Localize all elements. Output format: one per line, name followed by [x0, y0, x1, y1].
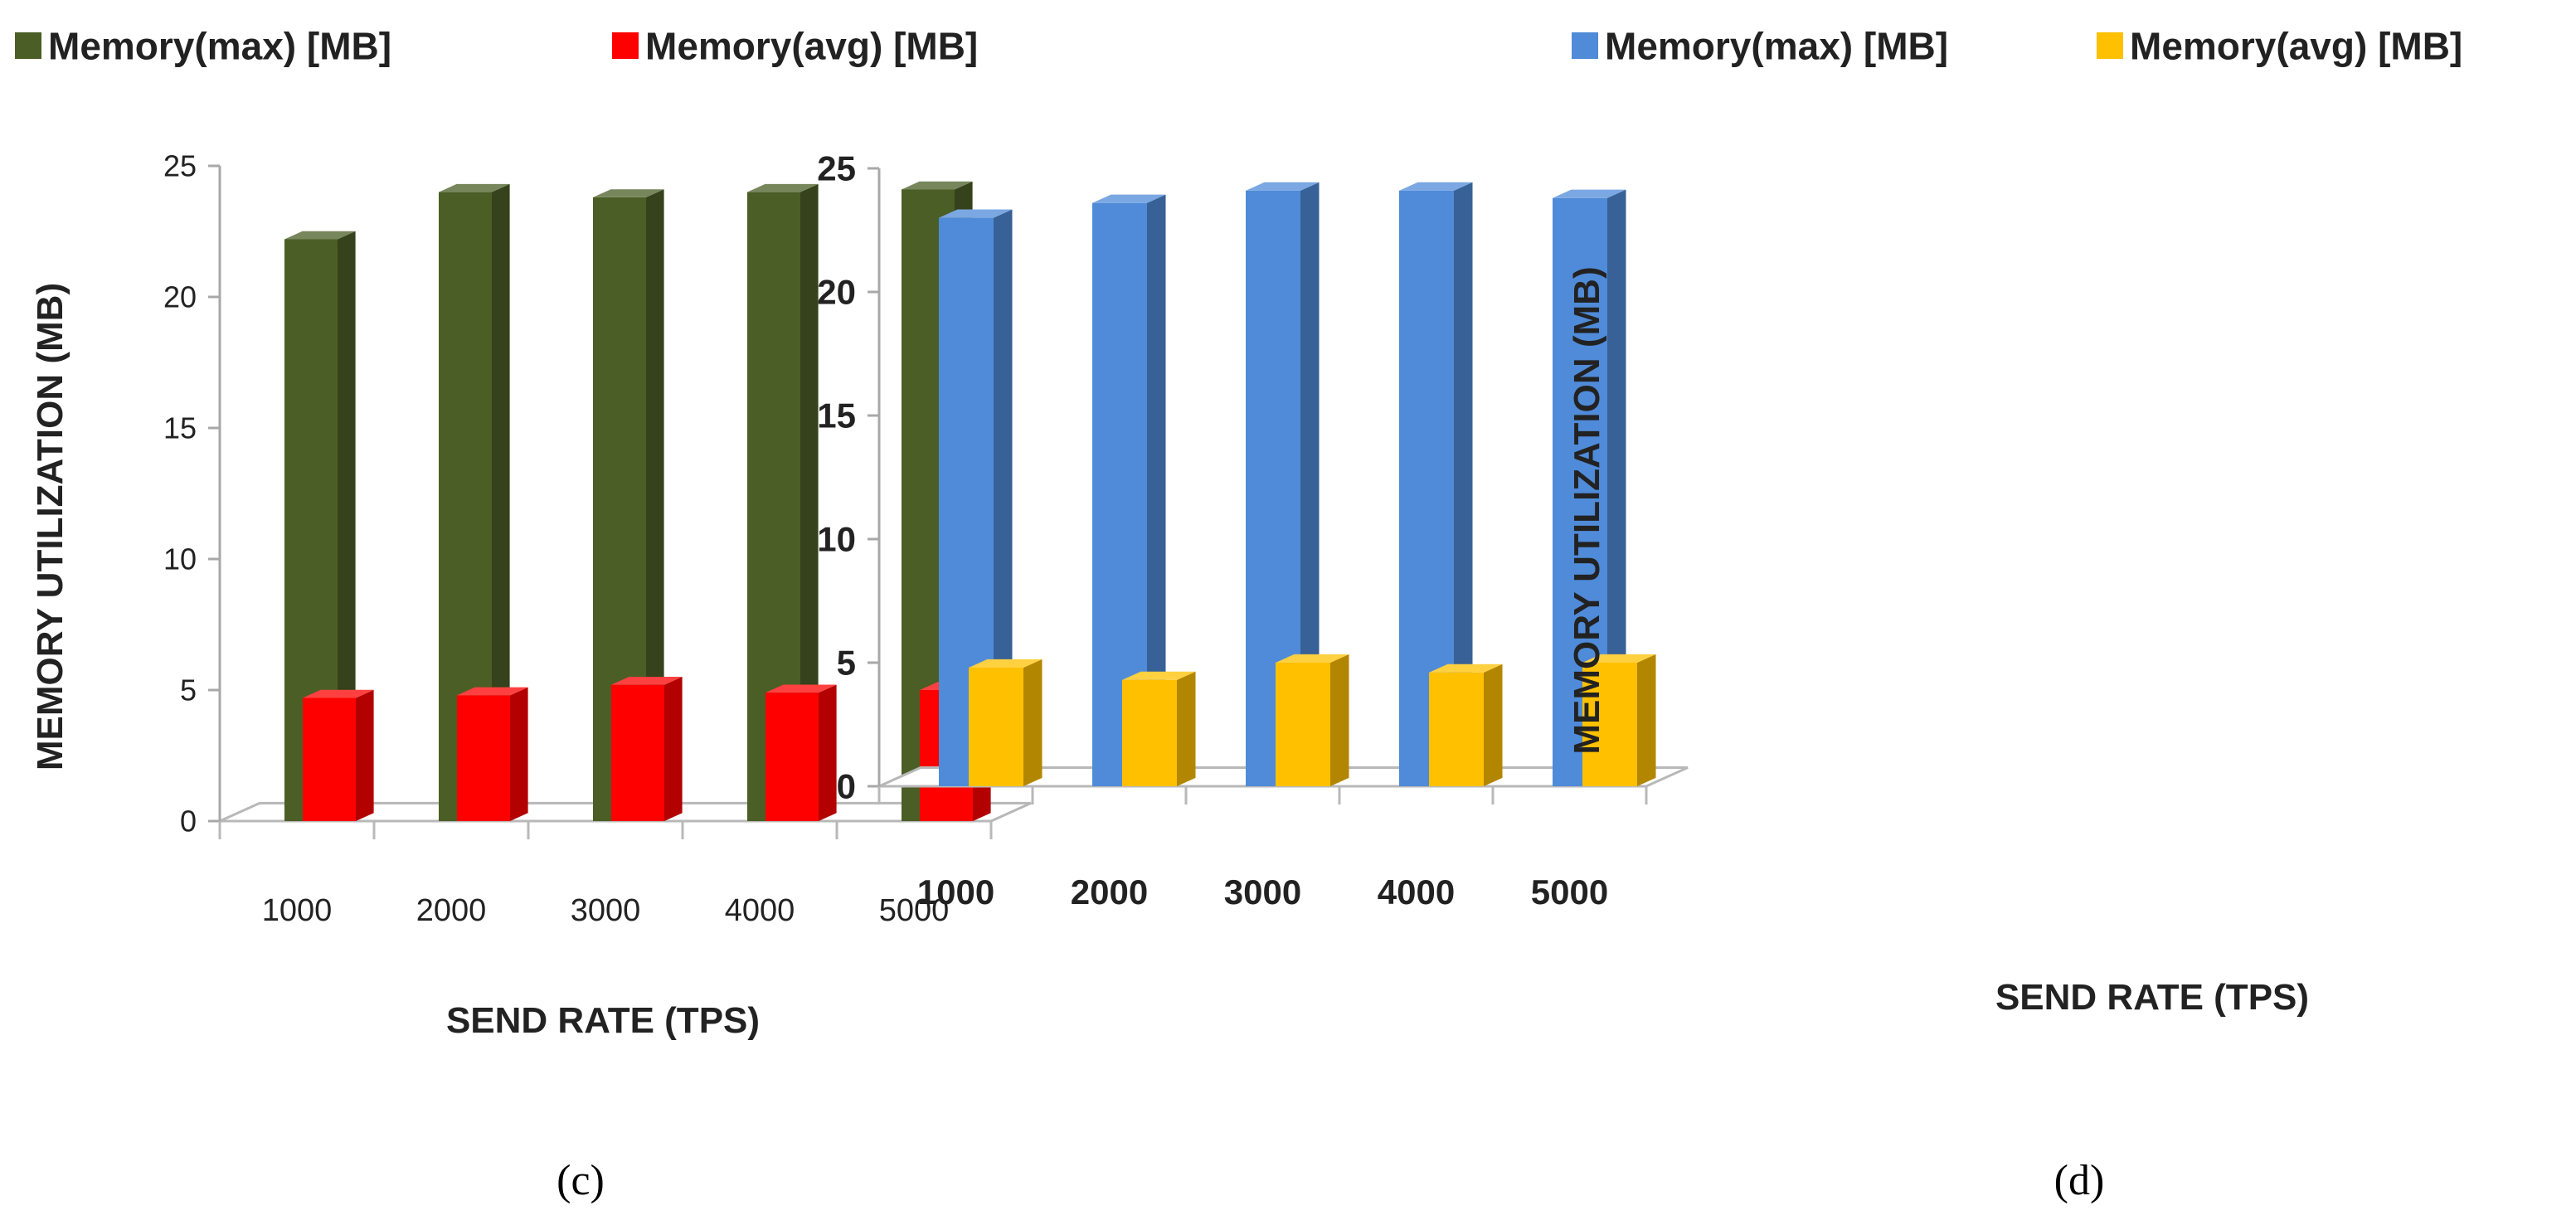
chart-panel-1: 0 5 10 15 20 25 1000 2000 3000 4000 5000 SEND RATE …	[817, 25, 2462, 1204]
legend-swatch-max	[15, 32, 41, 59]
bar-front	[457, 695, 510, 821]
bar-top	[457, 687, 528, 696]
bar-front	[611, 684, 664, 821]
bar-top	[1429, 664, 1503, 673]
bar-top	[939, 209, 1013, 218]
y-tick-label: 5	[837, 644, 856, 683]
x-tick-label: 2000	[1071, 873, 1148, 911]
bar-avg-4000	[766, 684, 837, 821]
y-tick-label: 15	[817, 396, 856, 435]
x-tick-label: 1000	[917, 873, 994, 911]
bar-top	[1122, 671, 1196, 680]
y-axis-label: MEMORY UTILIZATION (MB)	[30, 283, 70, 770]
bar-top	[1246, 182, 1320, 191]
y-tick-label: 0	[837, 767, 856, 806]
bar-avg-5000	[1582, 654, 1656, 786]
bar-side	[1300, 182, 1320, 786]
y-tick-label: 20	[163, 280, 197, 314]
x-tick-label: 4000	[725, 893, 795, 928]
bar-max-4000	[1399, 182, 1473, 786]
bar-side	[356, 689, 374, 821]
y-axis-label: MEMORY UTILIZATION (MB)	[1567, 266, 1607, 754]
y-tick-label: 20	[817, 273, 856, 312]
bar-avg-4000	[1429, 664, 1503, 786]
bar-side	[1023, 659, 1043, 786]
bar-side	[1607, 189, 1626, 786]
legend-swatch-avg	[612, 32, 639, 59]
bar-top	[611, 676, 683, 685]
bar-side	[510, 687, 528, 821]
bar-front	[303, 698, 356, 821]
panel-label: (c)	[557, 1157, 605, 1204]
bar-side	[819, 684, 837, 821]
bar-top	[747, 183, 819, 192]
y-tick-label: 25	[817, 149, 856, 188]
bar-front	[1582, 663, 1637, 786]
y-tick-label: 10	[163, 542, 197, 576]
x-axis-label: SEND RATE (TPS)	[1995, 977, 2309, 1018]
x-tick-label: 5000	[1531, 873, 1608, 911]
bar-top	[1276, 654, 1349, 663]
bar-front	[1122, 679, 1177, 786]
bar-top	[1092, 194, 1166, 203]
bar-side	[994, 209, 1013, 787]
bar-top	[1553, 189, 1626, 198]
x-axis-label: SEND RATE (TPS)	[446, 1000, 760, 1041]
y-tick-label: 25	[163, 149, 197, 183]
legend-label-max: Memory(max) [MB]	[48, 25, 391, 68]
bar-side	[492, 183, 510, 821]
bar-side	[1637, 654, 1656, 786]
bar-top	[766, 684, 837, 693]
bar-front	[1429, 672, 1484, 786]
y-tick-label: 15	[163, 411, 197, 445]
bar-side	[664, 676, 683, 821]
bar-top	[439, 183, 510, 192]
legend-swatch-avg	[2097, 32, 2123, 59]
bar-top	[284, 231, 356, 240]
bar-side	[1147, 194, 1166, 787]
y-tick-label: 5	[180, 673, 197, 707]
bar-avg-2000	[457, 687, 528, 821]
bar-side	[646, 189, 664, 821]
bar-front	[766, 693, 819, 821]
legend-label-max: Memory(max) [MB]	[1605, 25, 1948, 68]
panel-label: (d)	[2054, 1157, 2105, 1204]
x-tick-label: 2000	[416, 893, 487, 928]
bar-top	[969, 659, 1043, 668]
bar-top	[303, 689, 374, 698]
legend-label-avg: Memory(avg) [MB]	[645, 25, 978, 68]
x-tick-label: 3000	[571, 893, 641, 928]
bar-side	[1484, 664, 1503, 786]
bar-front	[1276, 663, 1330, 786]
bar-front	[969, 667, 1023, 786]
x-tick-label: 1000	[262, 893, 333, 928]
bar-avg-1000	[969, 659, 1043, 786]
bar-avg-2000	[1122, 671, 1196, 786]
bar-top	[593, 189, 664, 197]
bar-avg-3000	[611, 676, 683, 821]
y-tick-label: 10	[817, 520, 856, 559]
x-tick-label: 3000	[1224, 873, 1301, 911]
bar-side	[1454, 182, 1473, 786]
x-tick-label: 4000	[1378, 873, 1455, 911]
bar-side	[338, 231, 356, 821]
bar-side	[800, 183, 819, 821]
legend-swatch-max	[1572, 32, 1598, 59]
bar-top	[902, 181, 973, 190]
x-tick-label: 5000	[879, 893, 950, 928]
bar-top	[1399, 182, 1473, 191]
bar-avg-3000	[1276, 654, 1349, 786]
bar-top	[1582, 654, 1656, 663]
bar-side	[1330, 654, 1349, 786]
bar-avg-1000	[303, 689, 374, 821]
legend-label-avg: Memory(avg) [MB]	[2130, 25, 2462, 68]
y-tick-label: 0	[180, 805, 197, 839]
bar-side	[1177, 671, 1196, 786]
